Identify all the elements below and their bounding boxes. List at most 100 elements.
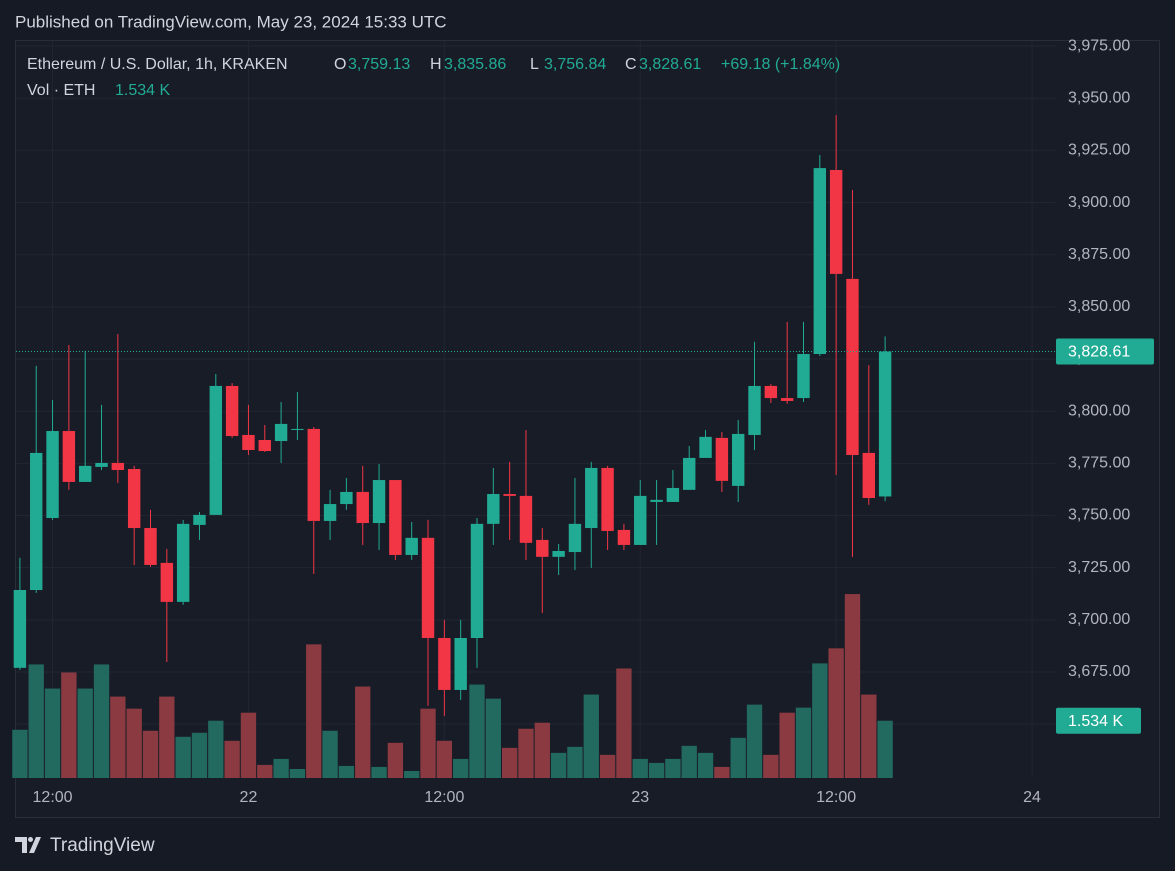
volume-bar xyxy=(469,684,485,778)
volume-bar xyxy=(665,758,681,778)
candle-body xyxy=(862,452,875,498)
x-tick-label: 12:00 xyxy=(424,789,464,806)
candle-body xyxy=(62,431,76,482)
candle-body xyxy=(421,537,435,638)
y-tick-label: 3,925.00 xyxy=(1068,142,1130,159)
candle-body xyxy=(30,452,43,591)
volume-bar xyxy=(387,742,404,778)
volume-bar xyxy=(812,663,828,778)
candle-body xyxy=(617,529,631,545)
volume-bar xyxy=(828,648,844,778)
y-tick-label: 3,850.00 xyxy=(1068,298,1130,315)
candle-body xyxy=(780,398,794,401)
volume-bar xyxy=(518,728,534,778)
axis-layer: 3,650.003,675.003,700.003,725.003,750.00… xyxy=(16,37,1154,806)
brand-name: TradingView xyxy=(50,835,155,856)
candle-body xyxy=(878,351,892,497)
candle-body xyxy=(519,495,533,543)
candle-body xyxy=(715,437,729,481)
candle-body xyxy=(813,168,827,355)
last-price-box xyxy=(1056,338,1154,365)
volume-bar xyxy=(110,696,126,778)
candle-body xyxy=(258,439,271,452)
volume-bar xyxy=(861,694,877,778)
volume-bar xyxy=(355,686,371,778)
volume-bar xyxy=(126,708,142,778)
y-tick-label: 3,750.00 xyxy=(1068,507,1130,524)
volume-bar xyxy=(338,765,355,778)
volume-bar xyxy=(534,722,550,778)
candle-body xyxy=(797,354,810,399)
candle-body xyxy=(748,385,761,435)
candle-body xyxy=(340,491,353,505)
candle-body xyxy=(846,278,859,456)
y-tick-label: 3,725.00 xyxy=(1068,559,1130,576)
ohlc-label: L xyxy=(530,56,539,73)
volume-bar xyxy=(175,736,191,778)
volume-bar xyxy=(61,672,77,778)
y-tick-label: 3,875.00 xyxy=(1068,246,1130,263)
volume-bar xyxy=(208,720,224,778)
volume-bar xyxy=(648,762,665,778)
y-tick-label: 3,900.00 xyxy=(1068,194,1130,211)
volume-bar xyxy=(257,764,273,778)
published-header: Published on TradingView.com, May 23, 20… xyxy=(15,12,447,31)
candle-body xyxy=(176,523,190,602)
last-volume-box xyxy=(1056,707,1141,734)
candle-body xyxy=(144,528,157,565)
candle-body xyxy=(568,523,582,553)
volume-bar xyxy=(599,754,616,778)
volume-bar xyxy=(371,766,387,778)
ohlc-value: 3,759.13 xyxy=(348,56,410,73)
candle-body xyxy=(405,537,418,555)
x-tick-label: 22 xyxy=(240,789,258,806)
candle-body xyxy=(111,462,125,471)
y-tick-label: 3,975.00 xyxy=(1068,37,1130,54)
candle-layer xyxy=(13,115,892,716)
volume-bar xyxy=(142,730,159,778)
volume-bar xyxy=(746,704,763,778)
volume-bar xyxy=(567,746,583,778)
volume-bar xyxy=(844,594,861,778)
volume-bar xyxy=(681,745,697,778)
volume-bar xyxy=(616,668,632,778)
y-tick-label: 3,950.00 xyxy=(1068,89,1130,106)
brand-logo xyxy=(15,837,41,853)
candle-body xyxy=(454,637,467,690)
candle-body xyxy=(829,169,843,274)
ohlc-label: O xyxy=(334,56,346,73)
candle-body xyxy=(193,514,206,525)
legend: Ethereum / U.S. Dollar, 1h, KRAKEN Vol ·… xyxy=(27,56,840,99)
ohlc-label: C xyxy=(625,56,637,73)
candle-body xyxy=(764,385,778,399)
candle-body xyxy=(356,491,369,524)
ohlc-value: 3,835.86 xyxy=(444,56,506,73)
volume-bar xyxy=(322,730,338,778)
volume-bar xyxy=(44,688,61,778)
candle-body xyxy=(585,467,598,529)
volume-bar xyxy=(306,644,322,778)
volume-bar xyxy=(273,758,289,778)
candle-body xyxy=(242,434,255,450)
candle-body xyxy=(634,495,647,545)
volume-bar xyxy=(485,698,501,778)
candle-body xyxy=(46,431,59,519)
volume-bar xyxy=(763,754,779,778)
volume-bar xyxy=(877,720,893,778)
volume-bar xyxy=(404,770,420,778)
candle-body xyxy=(552,550,565,557)
brand-logo-dot xyxy=(28,837,33,842)
volume-bar xyxy=(436,740,453,778)
candle-body xyxy=(666,487,680,502)
x-tick-label: 23 xyxy=(631,789,649,806)
volume-bar xyxy=(795,707,812,778)
volume-bar xyxy=(550,752,567,778)
chart-frame xyxy=(15,40,1160,818)
volume-bar xyxy=(632,758,648,778)
symbol-label: Ethereum / U.S. Dollar, 1h, KRAKEN xyxy=(27,56,288,73)
candle-body xyxy=(438,637,451,690)
volume-bar xyxy=(289,768,306,778)
candle-body xyxy=(78,465,92,482)
ohlc-label: H xyxy=(430,56,442,73)
